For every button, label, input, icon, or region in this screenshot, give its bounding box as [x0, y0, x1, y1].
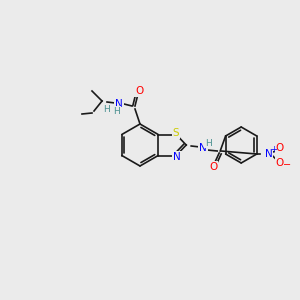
Text: N: N — [265, 149, 273, 159]
Text: N: N — [173, 152, 181, 161]
Text: S: S — [173, 128, 179, 139]
Text: H: H — [103, 106, 110, 115]
Text: H: H — [114, 106, 120, 116]
Text: O: O — [276, 158, 284, 168]
Text: O: O — [209, 162, 217, 172]
Text: N: N — [115, 99, 123, 109]
Text: N: N — [199, 143, 207, 153]
Text: O: O — [276, 143, 284, 153]
Text: −: − — [283, 160, 291, 170]
Text: +: + — [270, 146, 277, 154]
Text: O: O — [135, 86, 143, 96]
Text: H: H — [205, 139, 211, 148]
